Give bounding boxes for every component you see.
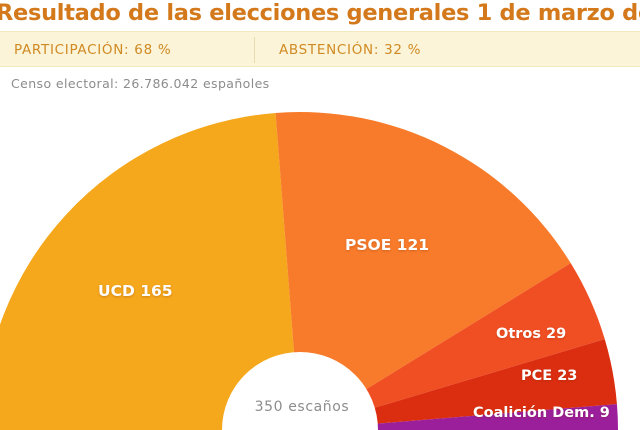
segment-label-psoe: PSOE 121 <box>345 236 430 254</box>
chart-segment <box>275 111 571 430</box>
segment-label-pce: PCE 23 <box>521 368 578 384</box>
abstention-stat: ABSTENCIÓN: 32 % <box>279 42 422 58</box>
band-divider <box>254 37 255 63</box>
chart-segment <box>300 404 618 430</box>
chart-segment <box>0 112 300 430</box>
seats-half-donut-chart <box>0 100 640 430</box>
turnout-band: PARTICIPACIÓN: 68 % ABSTENCIÓN: 32 % <box>0 31 640 67</box>
segment-label-coalicion: Coalición Dem. 9 <box>473 405 610 421</box>
segment-label-ucd: UCD 165 <box>98 282 173 300</box>
page-title: Resultado de las elecciones generales 1 … <box>0 0 640 26</box>
census-note: Censo electoral: 26.786.042 españoles <box>11 76 270 91</box>
total-seats-label: 350 escaños <box>254 399 350 415</box>
chart-segments <box>0 111 618 430</box>
participation-stat: PARTICIPACIÓN: 68 % <box>14 42 172 58</box>
chart-center-hole <box>222 352 378 430</box>
chart-segment <box>300 263 605 430</box>
chart-svg <box>0 111 618 430</box>
segment-label-otros: Otros 29 <box>496 326 567 342</box>
chart-segment <box>300 339 617 430</box>
